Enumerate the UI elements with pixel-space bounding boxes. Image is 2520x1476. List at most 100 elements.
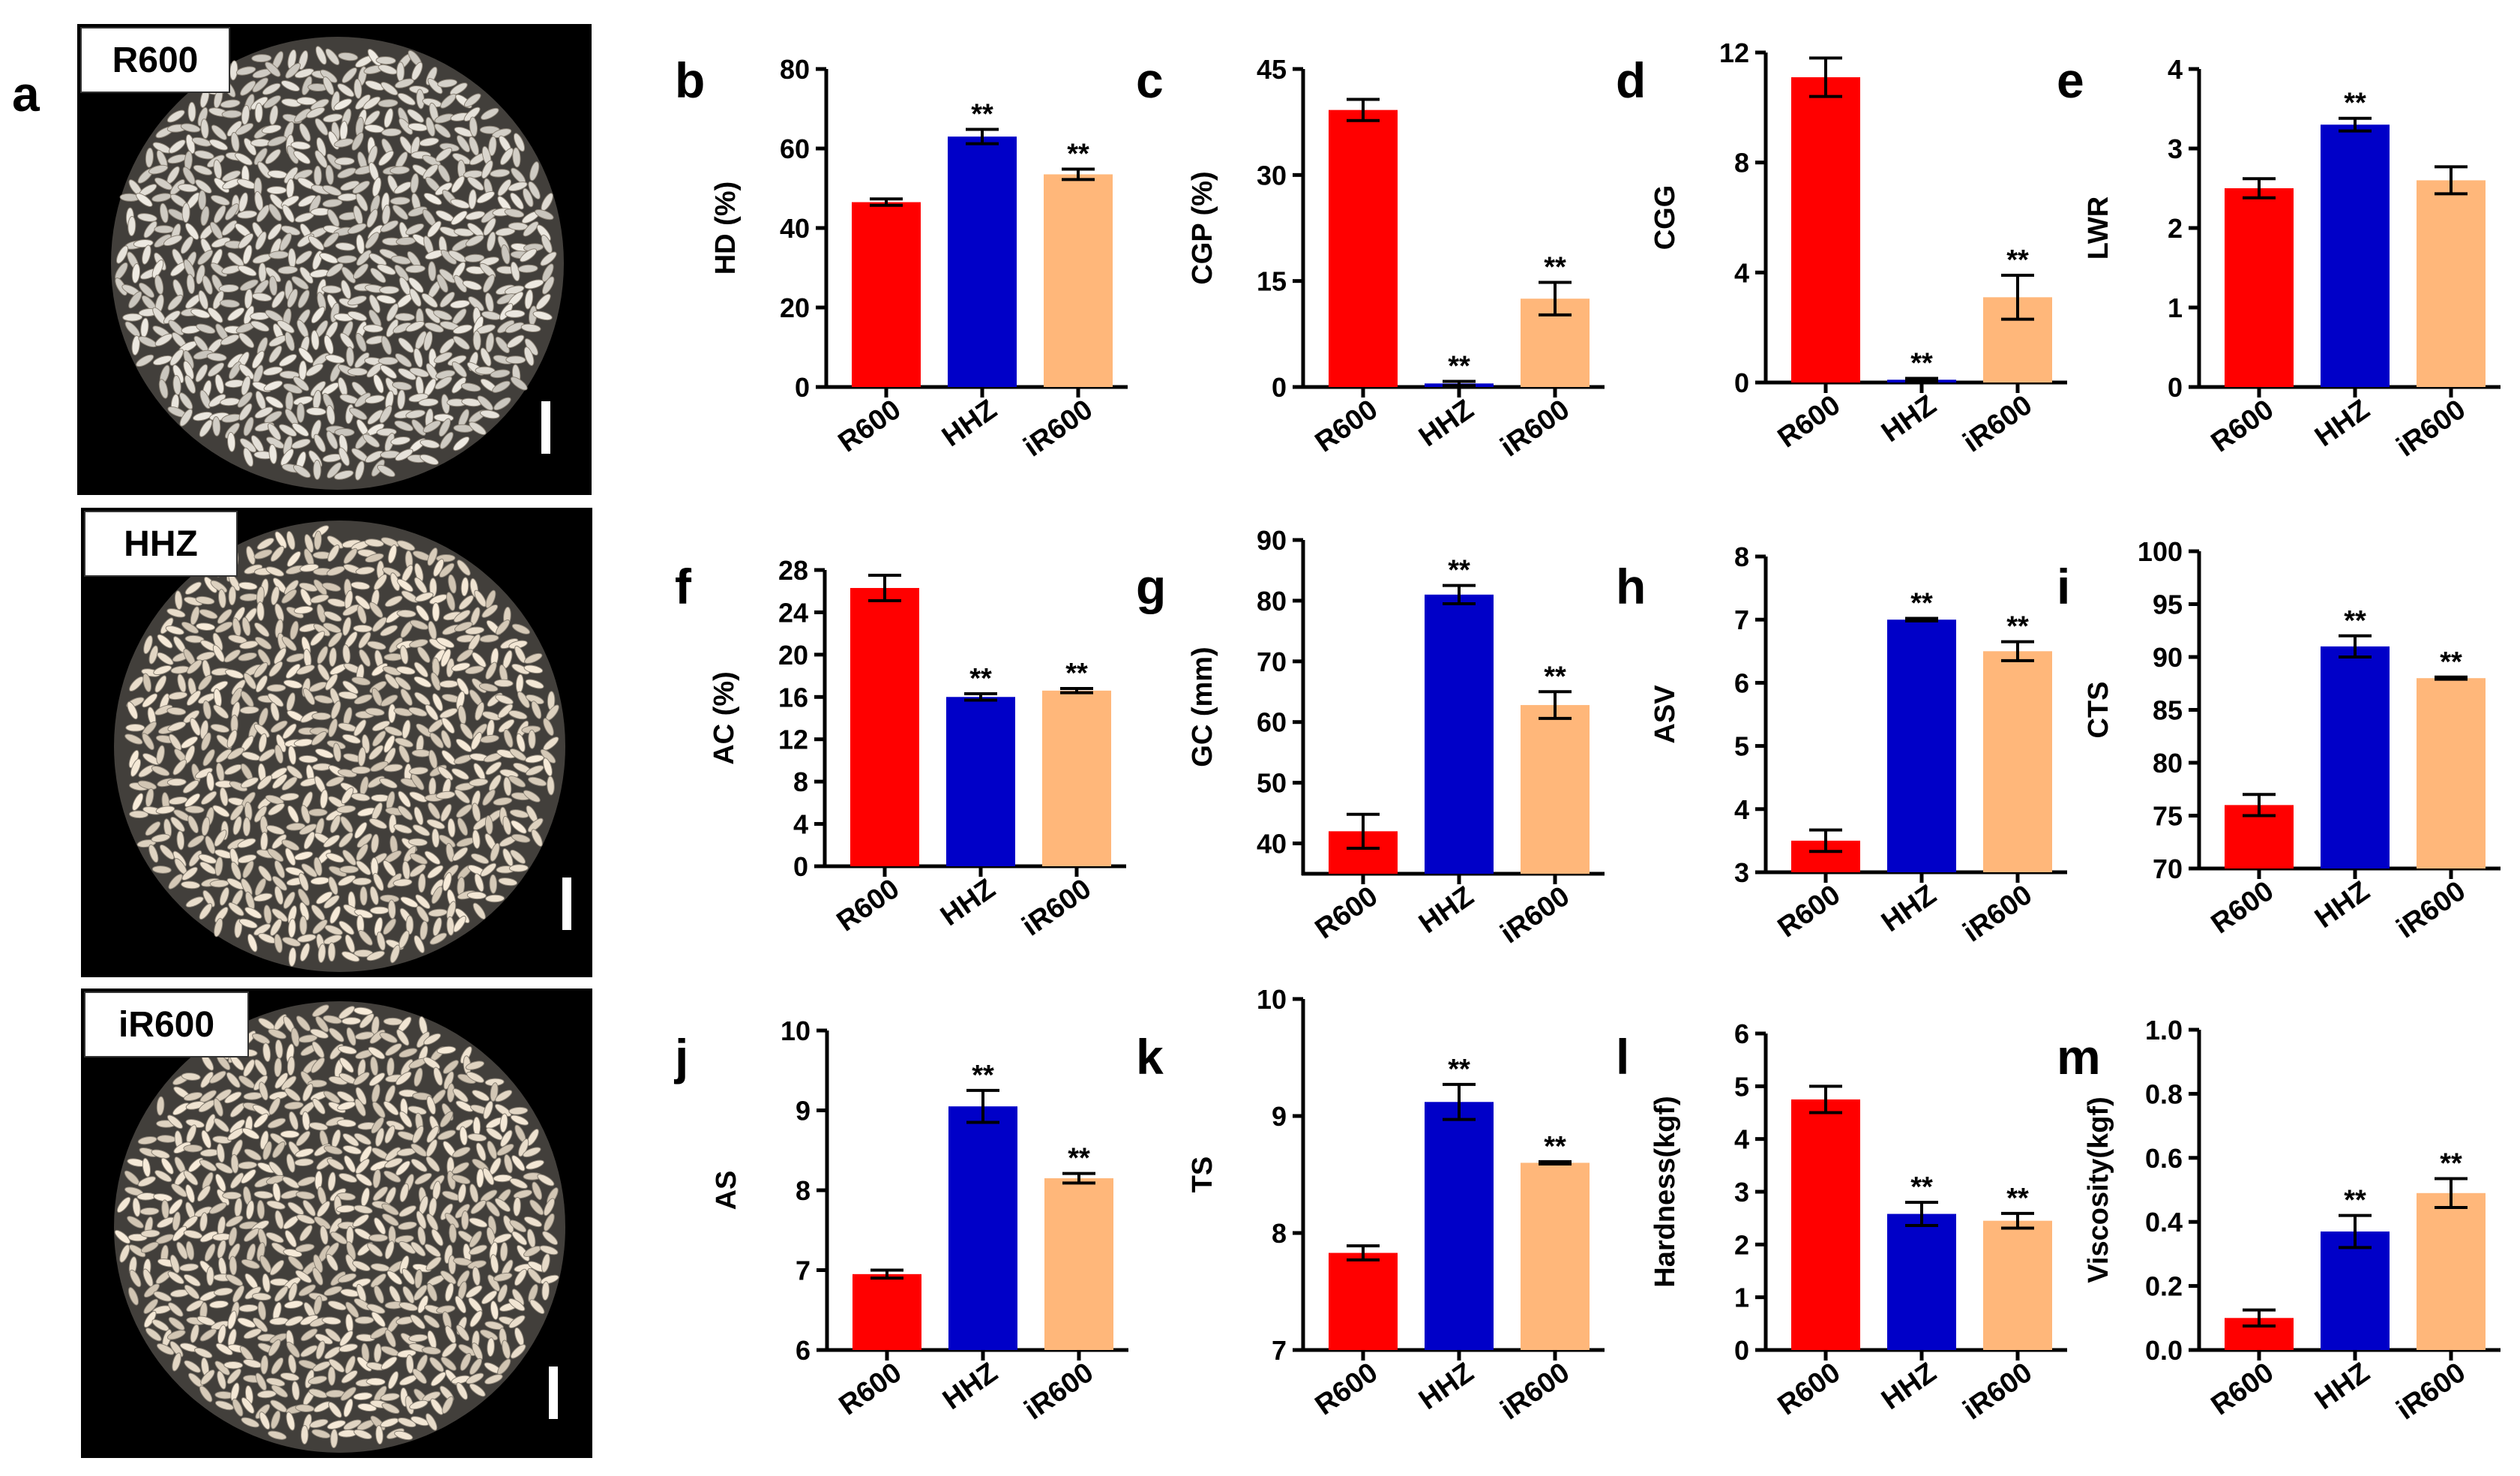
rice-grain — [252, 77, 268, 93]
y-tick-label: 8 — [1734, 148, 1749, 178]
rice-grain — [286, 765, 303, 779]
bar-hhz — [2321, 646, 2390, 868]
rice-grain — [499, 148, 514, 166]
y-axis-label: AC (%) — [709, 671, 740, 765]
rice-grain — [425, 704, 439, 721]
rice-grain — [400, 688, 413, 706]
y-tick-label: 80 — [2153, 748, 2183, 778]
rice-grain — [481, 711, 501, 721]
rice-grain — [122, 313, 143, 322]
y-tick-label: 70 — [2153, 854, 2183, 884]
rice-grain — [274, 860, 286, 879]
rice-grain — [230, 861, 241, 880]
rice-grain — [436, 637, 455, 649]
rice-grain — [370, 906, 390, 915]
rice-grain — [206, 771, 214, 791]
y-tick-label: 80 — [1257, 586, 1287, 616]
rice-grain — [212, 416, 221, 436]
rice-grain — [337, 167, 357, 178]
y-tick-label: 4 — [793, 809, 808, 840]
bar-r600 — [852, 1274, 921, 1350]
rice-grain — [460, 722, 474, 740]
rice-grain — [366, 1378, 386, 1386]
rice-grain — [465, 211, 486, 220]
rice-grain — [394, 78, 415, 88]
rice-grain — [485, 894, 505, 903]
rice-grain — [508, 775, 526, 788]
bar-r600 — [852, 202, 921, 387]
rice-grain — [267, 848, 284, 862]
rice-grain — [268, 275, 278, 296]
rice-grain — [355, 193, 368, 212]
rice-grain — [182, 779, 199, 794]
rice-grain — [409, 853, 428, 865]
rice-grain — [483, 218, 496, 236]
rice-grain — [513, 133, 526, 152]
rice-grain — [528, 729, 536, 749]
rice-grain — [495, 227, 516, 236]
rice-grain — [485, 761, 502, 776]
panel-letter-l: l — [1616, 1029, 1629, 1084]
significance-mark: ** — [2344, 88, 2366, 119]
rice-grain — [441, 717, 455, 734]
rice-grain — [329, 905, 341, 924]
rice-grain — [136, 193, 153, 207]
rice-grain — [451, 210, 468, 226]
y-tick-label: 0 — [2168, 372, 2183, 403]
rice-grain — [213, 205, 226, 224]
rice-grain — [238, 403, 253, 421]
rice-grain — [385, 674, 400, 689]
x-tick-label: iR600 — [1018, 394, 1098, 464]
bar-ir600 — [2417, 180, 2486, 387]
rice-grain — [524, 652, 543, 664]
rice-grain — [469, 116, 478, 137]
rice-grain — [378, 99, 398, 108]
rice-grain — [285, 866, 304, 876]
rice-grain — [364, 394, 385, 404]
rice-grain — [292, 464, 311, 478]
rice-grain — [378, 356, 399, 365]
rice-grain — [296, 97, 317, 106]
significance-mark: ** — [1065, 658, 1088, 689]
rice-grain — [328, 1366, 336, 1386]
rice-grain — [469, 778, 489, 787]
rice-grain — [254, 102, 263, 123]
rice-grain — [278, 424, 297, 437]
rice-grain — [181, 866, 198, 880]
rice-grain — [388, 814, 397, 834]
rice-grain — [265, 794, 284, 805]
rice-grain — [479, 262, 496, 278]
rice-grain — [298, 888, 310, 906]
rice-grain — [227, 307, 245, 322]
rice-grain — [382, 665, 402, 676]
rice-grain — [373, 374, 385, 394]
rice-grain — [376, 464, 396, 478]
rice-grain — [143, 635, 153, 655]
rice-grain — [206, 352, 227, 362]
rice-grain — [448, 574, 457, 594]
rice-grain — [452, 847, 469, 862]
rice-grain — [379, 286, 400, 295]
rice-grain — [409, 288, 422, 307]
rice-grain — [427, 548, 438, 566]
rice-grain — [372, 720, 391, 732]
rice-grain — [283, 383, 303, 394]
rice-grain — [168, 320, 184, 336]
bar-ir600 — [1044, 1178, 1113, 1350]
y-axis-label: LWR — [2083, 196, 2114, 260]
rice-grain — [366, 362, 383, 378]
rice-grain — [271, 908, 288, 922]
x-tick-label: HHZ — [1413, 880, 1479, 940]
rice-grain — [163, 235, 183, 247]
rice-grain — [383, 1017, 403, 1026]
rice-grain — [237, 838, 256, 848]
rice-grain — [142, 733, 154, 751]
rice-grain — [186, 690, 201, 706]
x-tick-label: iR600 — [2391, 394, 2471, 464]
rice-grain — [394, 448, 414, 461]
rice-grain — [235, 152, 253, 166]
significance-mark: ** — [2344, 1185, 2366, 1216]
x-tick-label: iR600 — [1958, 879, 2038, 949]
rice-grain — [215, 748, 232, 764]
rice-grain — [338, 691, 358, 700]
